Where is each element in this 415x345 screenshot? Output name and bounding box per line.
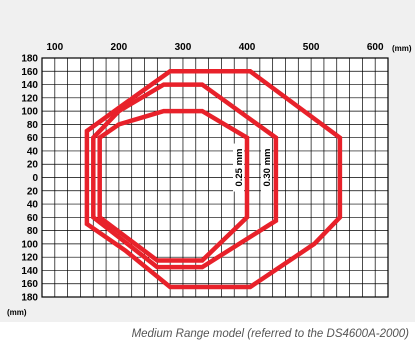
zone-0-30-mm: [91, 82, 279, 270]
zone-label-text: 0.25 mm: [234, 149, 245, 187]
y-tick-label: 40: [27, 200, 39, 211]
y-tick-label: 180: [21, 293, 38, 304]
zone-0-50-mm: [84, 69, 343, 290]
y-tick-label: 80: [27, 226, 39, 237]
y-tick-label: 120: [21, 253, 38, 264]
zone-0-25-mm: [97, 108, 250, 263]
y-tick-label: 100: [21, 239, 38, 250]
y-tick-label: 60: [27, 213, 39, 224]
zone-label: 0.25 mm: [233, 143, 245, 192]
x-tick-label: 200: [111, 42, 128, 53]
y-tick-label: 120: [21, 93, 38, 104]
zone-label: 0.30 mm: [261, 143, 273, 192]
x-axis-ticks: 100 200 300 400 500 600: [46, 42, 383, 53]
x-axis-unit: (mm): [392, 44, 412, 53]
plot-border: [41, 57, 389, 298]
y-tick-label: 180: [21, 54, 38, 65]
diagram-panel: 100 200 300 400 500 600 180 160 140 120 100 80 60 40…: [0, 0, 415, 322]
y-tick-label: 60: [27, 133, 39, 144]
y-tick-label: 80: [27, 120, 39, 131]
y-tick-label: 0: [32, 173, 38, 184]
x-tick-label: 100: [46, 42, 63, 53]
plot-frame: [41, 57, 389, 298]
reading-zone-diagram: 100 200 300 400 500 600 180160140120100806040…: [7, 42, 412, 317]
diagram-caption: Medium Range model (referred to the DS46…: [131, 328, 409, 340]
x-tick-label: 400: [239, 42, 256, 53]
reading-zones: [84, 69, 343, 290]
y-tick-label: 100: [21, 107, 38, 118]
y-tick-label: 140: [21, 266, 38, 277]
y-tick-label: 20: [27, 160, 39, 171]
zone-label-background: [261, 143, 272, 192]
zone-label-text: 0.30 mm: [262, 149, 273, 187]
x-tick-label: 300: [175, 42, 192, 53]
y-tick-label: 160: [21, 279, 38, 290]
y-tick-label: 20: [27, 186, 39, 197]
zone-label-background: [233, 143, 244, 192]
y-axis-unit: (mm): [7, 308, 27, 317]
x-tick-label: 600: [367, 42, 384, 53]
y-axis-ticks: 180 160 140 120 100 80 60 40 20 0 20 40 60 80 100 120 14…: [21, 54, 38, 304]
y-tick-label: 160: [21, 67, 38, 78]
zone-labels: 0.25 mm0.30 mm0.50 mm: [233, 143, 273, 192]
y-tick-label: 40: [27, 146, 39, 157]
y-tick-label: 140: [21, 80, 38, 91]
x-tick-label: 500: [303, 42, 320, 53]
